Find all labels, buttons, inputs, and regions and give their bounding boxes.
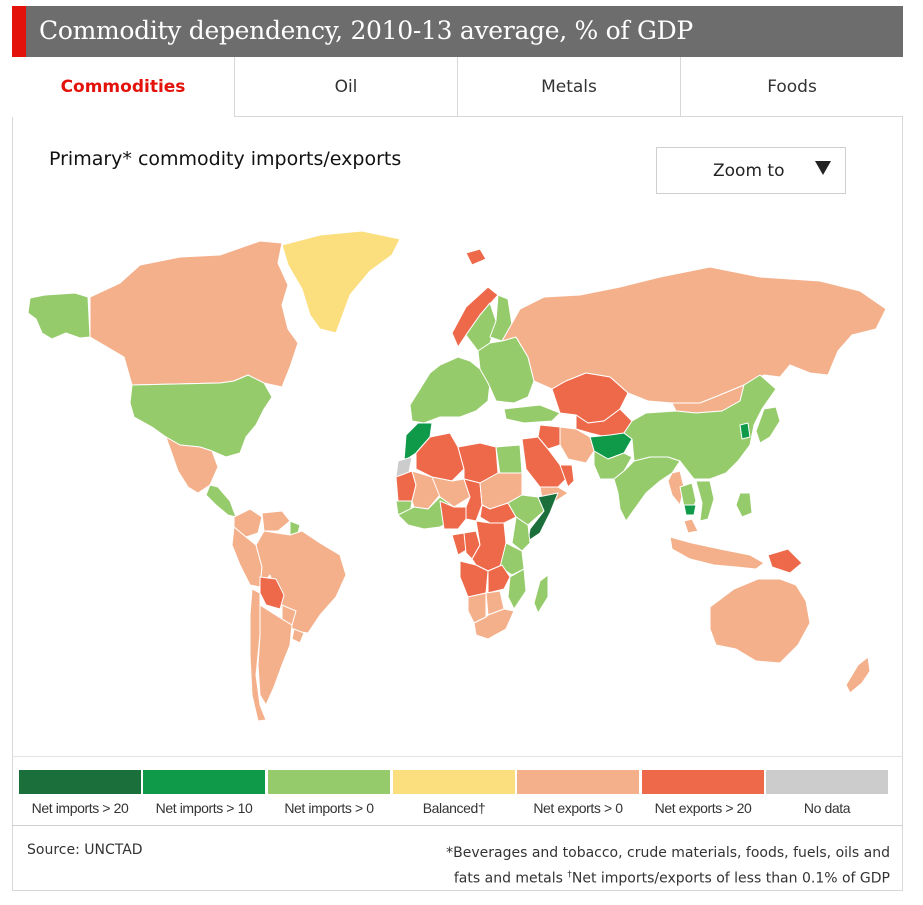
zoom-to-label: Zoom to [713, 161, 785, 181]
legend-label: Net exports > 0 [533, 800, 623, 816]
tab-bar: Commodities Oil Metals Foods [12, 57, 903, 117]
source-note: Source: UNCTAD [27, 842, 143, 858]
legend-label: Net imports > 20 [31, 800, 129, 816]
legend-item: Net imports > 20 [19, 770, 141, 816]
dagger-symbol: † [567, 870, 572, 880]
legend-swatch [268, 770, 390, 794]
tab-foods[interactable]: Foods [681, 57, 903, 117]
legend-swatch [19, 770, 141, 794]
region-mexico[interactable] [165, 436, 219, 494]
region-russia[interactable] [501, 266, 887, 404]
legend-label: Net imports > 10 [155, 800, 253, 816]
legend-label: No data [803, 800, 851, 816]
world-map [27, 230, 887, 722]
region-vietnam[interactable] [695, 480, 715, 522]
region-madagascar[interactable] [533, 574, 549, 614]
region-canada[interactable] [89, 240, 299, 388]
legend-label: Net imports > 0 [284, 800, 374, 816]
region-western-europe[interactable] [409, 356, 491, 424]
region-indonesia[interactable] [669, 536, 765, 570]
region-iran[interactable] [559, 426, 595, 464]
region-cambodia[interactable] [683, 504, 697, 516]
legend-item: Net imports > 0 [268, 770, 390, 816]
region-argentina[interactable] [257, 604, 293, 706]
region-turkey[interactable] [503, 404, 561, 424]
legend-swatch [393, 770, 515, 794]
region-philippines[interactable] [735, 492, 753, 518]
chart-title: Commodity dependency, 2010-13 average, %… [39, 16, 693, 45]
legend-item: Net imports > 10 [143, 770, 265, 816]
region-japan[interactable] [755, 406, 781, 444]
footnote-line-2a: fats and metals [453, 870, 568, 887]
region-iceland[interactable] [465, 248, 487, 266]
legend-item: No data [766, 770, 888, 816]
region-papua-new-guinea[interactable] [767, 548, 803, 574]
region-nigeria[interactable] [439, 500, 467, 530]
footnote: *Beverages and tobacco, crude materials,… [410, 842, 890, 890]
chart-header: Commodity dependency, 2010-13 average, %… [12, 6, 903, 57]
region-egypt[interactable] [495, 444, 523, 476]
region-greenland[interactable] [281, 230, 401, 334]
map-subtitle: Primary* commodity imports/exports [49, 148, 402, 170]
divider-line [12, 825, 903, 826]
legend-swatch [517, 770, 639, 794]
header-accent-bar [12, 6, 26, 57]
tab-oil[interactable]: Oil [235, 57, 458, 117]
region-somalia[interactable] [527, 492, 559, 542]
divider-line [12, 756, 903, 757]
region-alaska[interactable] [27, 292, 91, 340]
region-oman[interactable] [559, 464, 575, 488]
legend-item: Net exports > 20 [642, 770, 764, 816]
legend-label: Net exports > 20 [654, 800, 752, 816]
region-new-zealand[interactable] [845, 656, 871, 694]
legend-swatch [766, 770, 888, 794]
tab-commodities[interactable]: Commodities [12, 57, 235, 117]
region-mozambique[interactable] [507, 568, 527, 610]
footnote-line-2b: Net imports/exports of less than 0.1% of… [571, 870, 890, 887]
legend-swatch [642, 770, 764, 794]
region-zambia[interactable] [487, 564, 511, 594]
region-china[interactable] [623, 374, 777, 480]
region-central-america[interactable] [205, 484, 237, 518]
region-kenya[interactable] [511, 516, 531, 552]
region-united-states[interactable] [129, 374, 273, 458]
tab-metals[interactable]: Metals [458, 57, 681, 117]
region-uruguay[interactable] [291, 628, 305, 644]
region-australia[interactable] [709, 578, 811, 664]
region-chad[interactable] [463, 478, 483, 522]
legend-item: Net exports > 0 [517, 770, 639, 816]
dropdown-arrow-icon [815, 161, 831, 175]
footnote-line-1: *Beverages and tobacco, crude materials,… [446, 845, 890, 861]
legend-swatch [143, 770, 265, 794]
region-myanmar[interactable] [667, 470, 685, 506]
region-malaysia[interactable] [683, 518, 699, 534]
zoom-to-dropdown[interactable]: Zoom to [656, 147, 846, 194]
legend-item: Balanced† [393, 770, 515, 816]
region-south-africa[interactable] [473, 608, 515, 640]
region-korea[interactable] [739, 422, 751, 440]
region-south-sudan[interactable] [479, 502, 517, 524]
legend-label: Balanced† [422, 800, 486, 816]
region-venezuela[interactable] [261, 510, 291, 532]
map-regions [27, 230, 887, 722]
legend: Net imports > 20 Net imports > 10 Net im… [19, 770, 889, 820]
